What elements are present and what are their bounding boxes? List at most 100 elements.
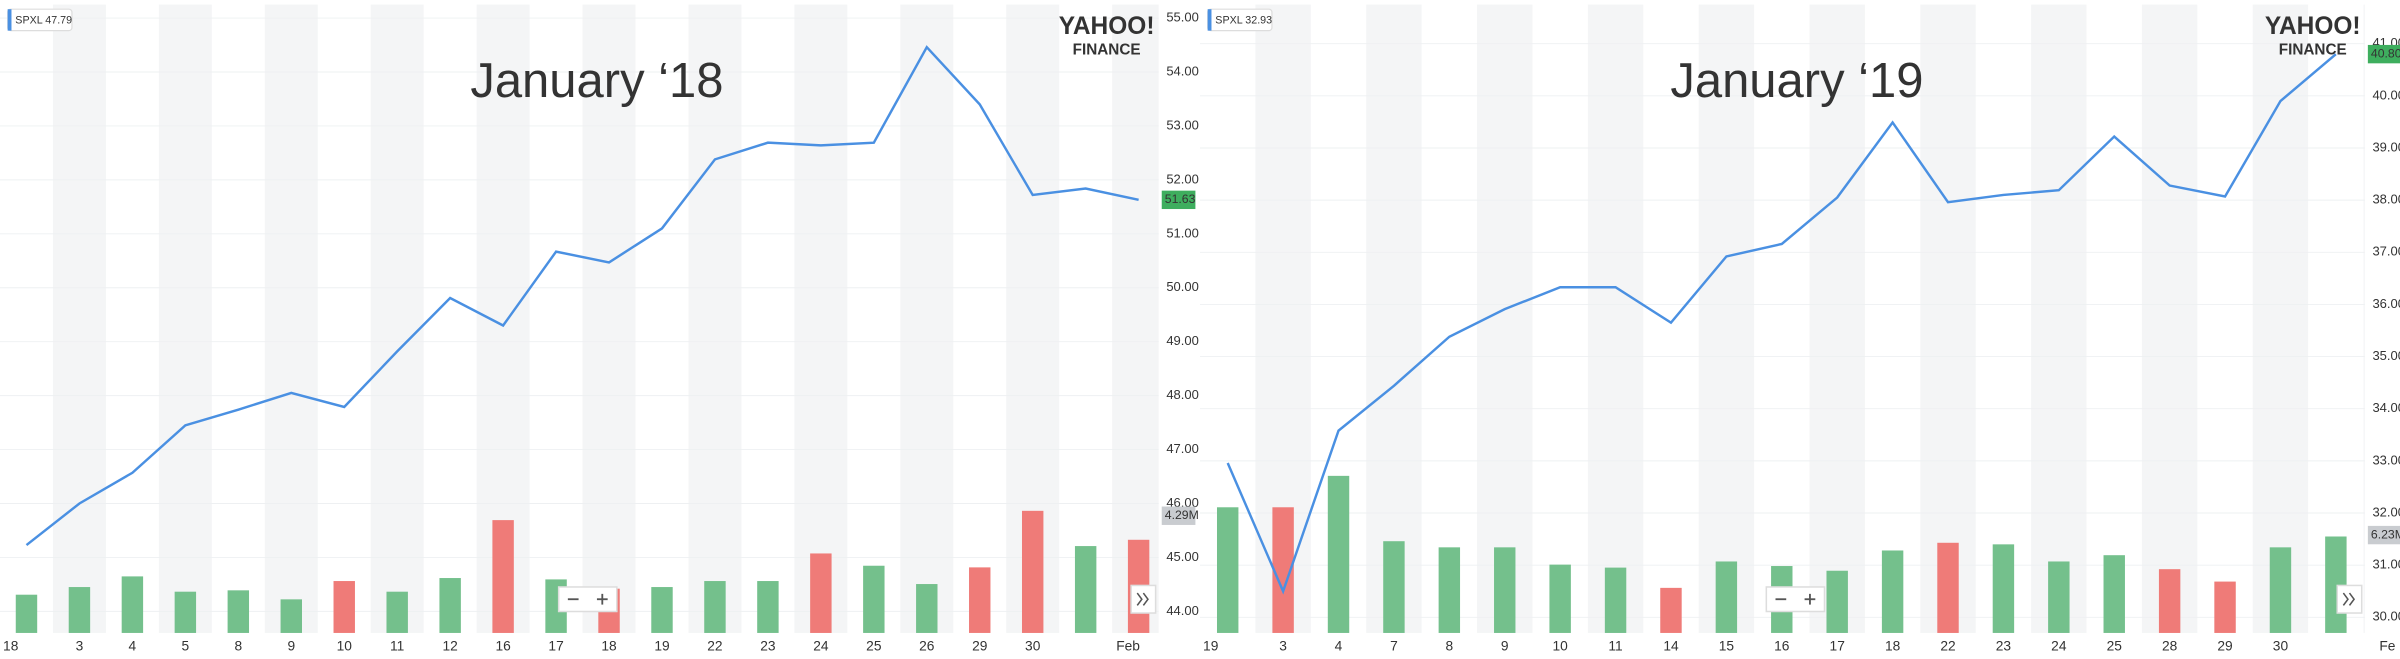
column-stripe (900, 4, 954, 633)
x-tick-label: 12 (443, 638, 458, 653)
volume-bar (757, 581, 779, 633)
column-stripe (1920, 4, 1976, 633)
x-tick-label: 30 (1025, 638, 1041, 653)
price-line (1226, 53, 2337, 595)
column-stripe (2252, 4, 2309, 633)
volume-bar (386, 591, 408, 633)
x-tick-label: 4 (1335, 638, 1343, 653)
column-stripe (2363, 4, 2365, 633)
y-tick-label: 47.00 (1166, 441, 1199, 456)
volume-bar (68, 587, 91, 633)
x-tick-label: 29 (2217, 638, 2232, 653)
volume-bar (1272, 507, 1294, 633)
y-tick-label: 44.00 (1166, 603, 1199, 618)
volume-bar (2048, 561, 2070, 633)
y-tick-label: 48.00 (1166, 387, 1199, 402)
zoom-control[interactable] (1765, 586, 1826, 613)
legend-swatch (1207, 9, 1212, 31)
volume-bar (1992, 544, 2015, 633)
y-tick-label: 53.00 (1166, 117, 1199, 132)
x-tick-label: 8 (234, 638, 242, 653)
column-stripe (794, 4, 848, 633)
column-stripe (1698, 4, 1755, 633)
x-tick-label: 5 (182, 638, 190, 653)
volume-bar (1383, 541, 1405, 633)
y-tick-label: 38.00 (2372, 192, 2400, 207)
scroll-button[interactable] (1130, 584, 1157, 614)
legend-text: SPXL 47.79 (15, 15, 72, 27)
column-stripe (688, 4, 742, 633)
volume-bar (174, 591, 197, 633)
y-tick-label: 37.00 (2372, 244, 2400, 259)
x-tick-label: 3 (1279, 638, 1287, 653)
volume-tag (1161, 506, 1196, 525)
x-tick-label: 17 (548, 638, 563, 653)
volume-bar (1438, 547, 1461, 633)
volume-bar (1715, 561, 1738, 633)
price-tag (1161, 190, 1196, 210)
column-stripe (1587, 4, 1644, 633)
price-tag (2367, 44, 2400, 64)
volume-bar (15, 594, 38, 633)
x-tick-label: 8 (1446, 638, 1454, 653)
watermark: FINANCE (1073, 42, 1141, 59)
y-tick-label: 54.00 (1166, 63, 1199, 78)
y-tick-label: 30.00 (2372, 609, 2400, 624)
chart-title: January ‘18 (470, 54, 723, 108)
x-tick-label: 16 (1774, 638, 1790, 653)
x-tick-label: 9 (1501, 638, 1509, 653)
volume-bar (333, 581, 355, 633)
volume-bar (1826, 570, 1848, 633)
legend-text: SPXL 32.93 (1215, 15, 1272, 27)
volume-bar (1660, 587, 1682, 633)
y-tick-label: 34.00 (2372, 400, 2400, 415)
watermark: YAHOO! (2265, 13, 2361, 40)
volume-bar (2103, 555, 2125, 633)
watermark: YAHOO! (1059, 13, 1155, 40)
y-tick-label: 40.00 (2372, 87, 2400, 102)
y-tick-label: 32.00 (2372, 504, 2400, 519)
volume-bar (1494, 547, 1516, 633)
volume-tag-label: 6.23M (2371, 527, 2400, 541)
volume-bar (1327, 475, 1350, 633)
column-stripe (1112, 4, 1159, 633)
volume-bar (1549, 564, 1571, 633)
x-tick-label: 7 (1390, 638, 1398, 653)
x-tick-label: 18 (1885, 638, 1901, 653)
volume-bar (651, 587, 673, 633)
x-tick-label: 11 (1608, 638, 1622, 653)
y-tick-label: 33.00 (2372, 452, 2400, 467)
x-tick-label: 28 (2162, 638, 2178, 653)
x-tick-label: 15 (1719, 638, 1735, 653)
volume-bar (704, 581, 726, 633)
x-tick-label: 30 (2273, 638, 2289, 653)
column-stripe (2141, 4, 2198, 633)
volume-bar (2214, 581, 2236, 633)
volume-bar (916, 584, 938, 633)
x-tick-label: Fe (2379, 638, 2395, 653)
y-tick-label: 39.00 (2372, 139, 2400, 154)
x-tick-label: 19 (1203, 638, 1218, 653)
volume-bar (492, 520, 514, 633)
x-tick-label: 23 (760, 638, 776, 653)
volume-bar (2269, 547, 2292, 633)
x-tick-label: 3 (76, 638, 84, 653)
volume-bar (1021, 510, 1044, 633)
price-tag-label: 51.63 (1165, 192, 1196, 206)
y-tick-label: 36.00 (2372, 296, 2400, 311)
column-stripe (370, 4, 424, 633)
volume-bar (2158, 569, 2181, 633)
column-stripe (264, 4, 318, 633)
volume-bar (280, 599, 302, 633)
scroll-button[interactable] (2336, 584, 2363, 614)
zoom-control[interactable] (557, 586, 618, 613)
volume-tag (2367, 525, 2400, 545)
volume-bar (863, 565, 885, 633)
scroll-icon (2342, 592, 2356, 606)
y-tick-label: 49.00 (1166, 333, 1199, 348)
x-tick-label: 29 (972, 638, 987, 653)
x-tick-label: 17 (1830, 638, 1845, 653)
column-stripe (2031, 4, 2087, 633)
volume-bar (810, 553, 832, 633)
